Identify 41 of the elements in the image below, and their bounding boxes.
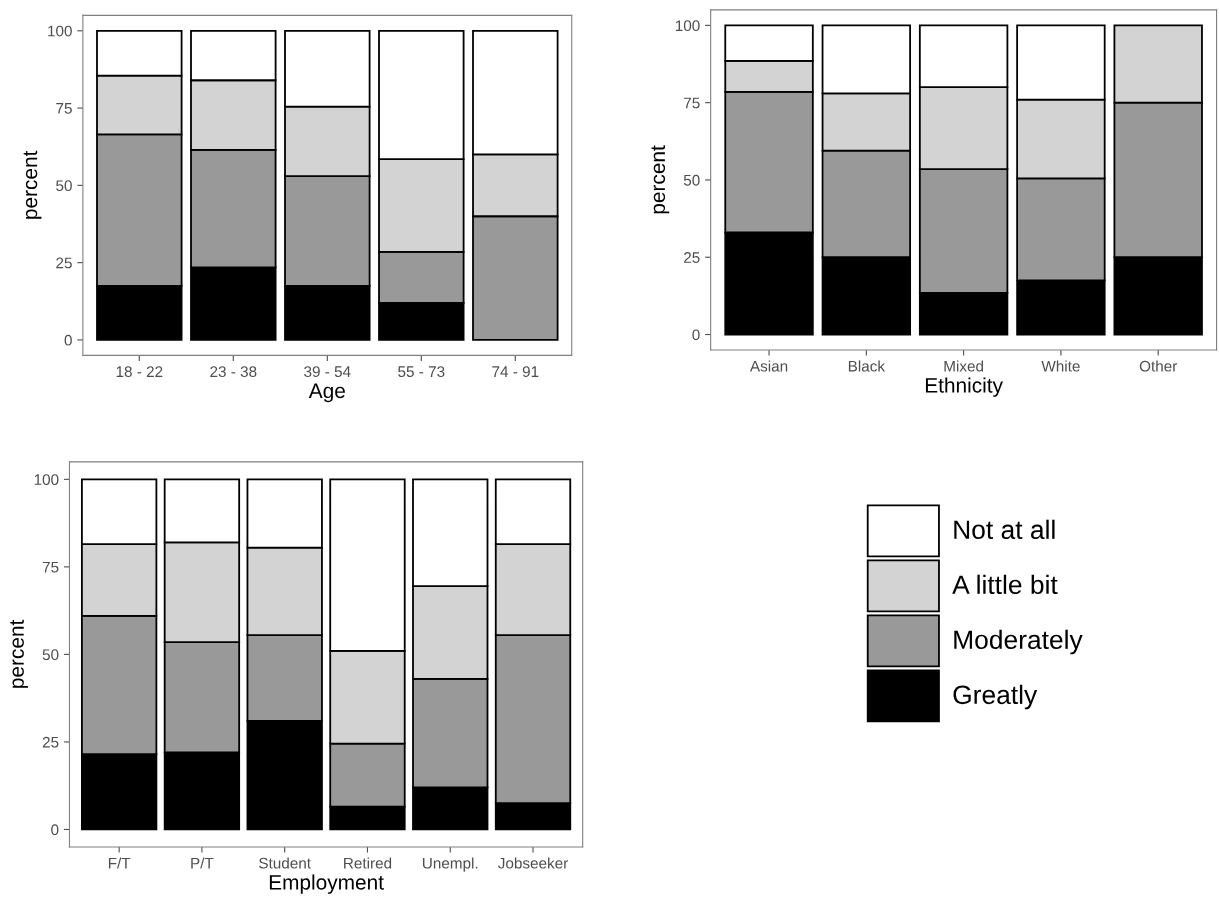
legend-label: A little bit bbox=[952, 574, 1058, 595]
x-tick-label: Retired bbox=[344, 857, 392, 869]
y-tick-label: 50 bbox=[56, 180, 72, 192]
y-tick-label: 100 bbox=[48, 25, 72, 37]
legend-label: Not at all bbox=[954, 519, 1055, 540]
x-tick-label: Jobseeker bbox=[498, 857, 569, 869]
y-tick-label: 25 bbox=[684, 252, 700, 263]
y-tick-label: 0 bbox=[64, 334, 72, 346]
y-tick-label: 0 bbox=[692, 329, 700, 341]
x-tick-label: P/T bbox=[191, 857, 214, 869]
legend-label: Greatly bbox=[953, 684, 1038, 710]
y-tick-label: 75 bbox=[42, 561, 59, 573]
y-tick-label: 75 bbox=[684, 97, 700, 109]
x-tick-label: Black bbox=[848, 360, 886, 372]
x-tick-label: Unempl. bbox=[422, 857, 478, 872]
x-tick-label: 23 - 38 bbox=[210, 366, 257, 378]
y-tick-label: 25 bbox=[42, 736, 59, 748]
y-tick-label: 100 bbox=[34, 474, 59, 486]
x-axis-title: Age bbox=[308, 383, 345, 403]
y-tick-label: 0 bbox=[51, 824, 59, 836]
x-tick-label: 55 - 73 bbox=[398, 366, 445, 378]
y-axis-title: percent bbox=[10, 619, 29, 688]
y-tick-label: 100 bbox=[675, 20, 700, 32]
y-tick-label: 50 bbox=[683, 174, 700, 186]
x-tick-label: White bbox=[1041, 360, 1080, 372]
x-tick-label: F/T bbox=[108, 857, 131, 869]
y-axis-title: percent bbox=[23, 150, 42, 219]
x-tick-label: 18 - 22 bbox=[116, 366, 163, 378]
y-axis-title: percent bbox=[651, 145, 670, 214]
x-tick-label: Student bbox=[259, 857, 311, 869]
x-tick-label: Other bbox=[1139, 360, 1178, 372]
y-tick-label: 25 bbox=[56, 257, 72, 269]
y-tick-label: 75 bbox=[56, 103, 72, 114]
x-tick-label: Asian bbox=[749, 360, 788, 372]
legend-label: Moderately bbox=[954, 629, 1083, 655]
y-tick-label: 50 bbox=[42, 649, 59, 661]
x-tick-label: 74 - 91 bbox=[492, 366, 539, 378]
x-tick-label: Mixed bbox=[944, 360, 984, 372]
x-axis-title: Employment bbox=[269, 874, 384, 894]
x-axis-title: Ethnicity bbox=[925, 377, 1003, 397]
x-tick-label: 39 - 54 bbox=[304, 366, 351, 378]
